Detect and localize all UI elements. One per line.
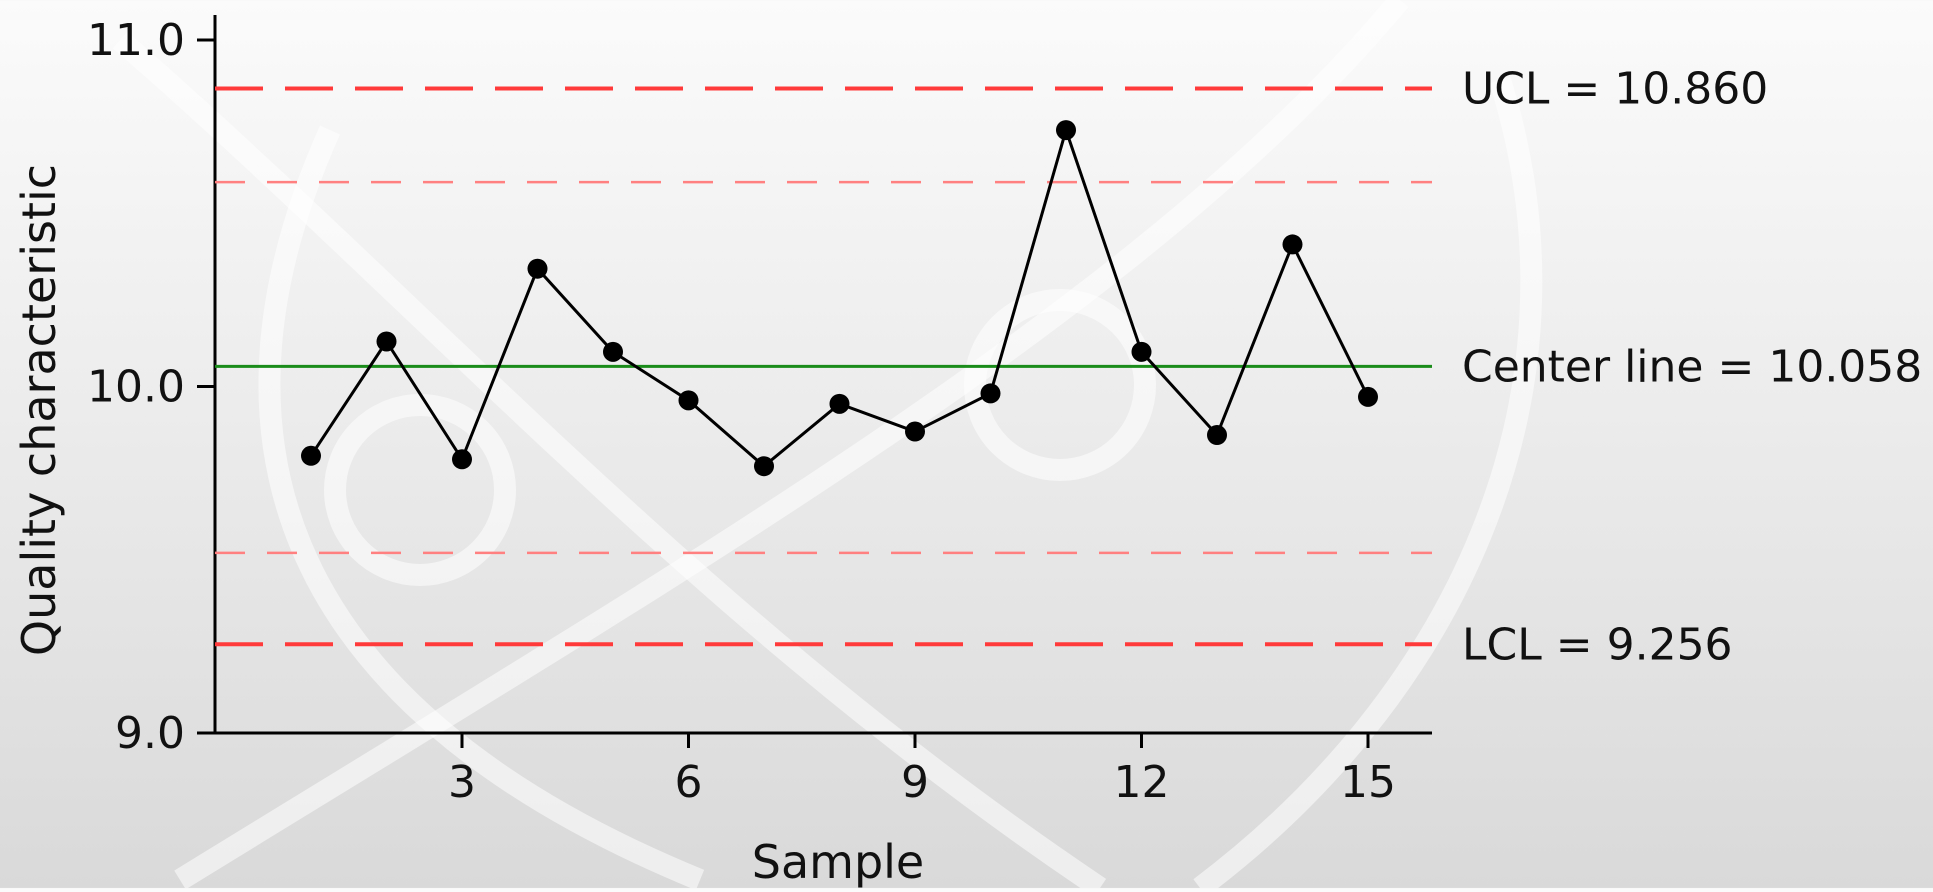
x-tick-label: 6	[675, 757, 703, 808]
data-point	[376, 331, 397, 352]
data-point	[829, 393, 850, 414]
y-tick-label: 11.0	[87, 15, 185, 66]
data-point	[1207, 425, 1227, 446]
x-axis-label: Sample	[752, 835, 924, 888]
data-point	[301, 445, 321, 466]
data-point	[980, 383, 1001, 404]
data-point	[1131, 341, 1152, 362]
background-watermark	[112, 0, 1543, 892]
data-point	[527, 258, 548, 279]
data-point	[452, 449, 472, 470]
x-tick-label: 9	[901, 757, 929, 808]
y-tick-label: 9.0	[115, 708, 185, 759]
x-tick-label: 12	[1114, 757, 1170, 808]
x-tick-label: 15	[1340, 757, 1396, 808]
x-tick-label: 3	[448, 757, 476, 808]
data-point	[1282, 234, 1303, 255]
data-point	[1056, 120, 1076, 141]
reference-line-label-4: LCL = 9.256	[1462, 619, 1733, 670]
data-point	[1358, 386, 1378, 407]
data-point	[603, 341, 623, 362]
data-point	[754, 456, 774, 477]
reference-line-label-0: UCL = 10.860	[1462, 64, 1768, 115]
y-axis-label: Quality characteristic	[12, 164, 66, 656]
y-tick-label: 10.0	[87, 362, 185, 413]
data-point	[905, 421, 925, 442]
data-point	[678, 390, 699, 411]
reference-line-label-2: Center line = 10.058	[1462, 341, 1922, 392]
